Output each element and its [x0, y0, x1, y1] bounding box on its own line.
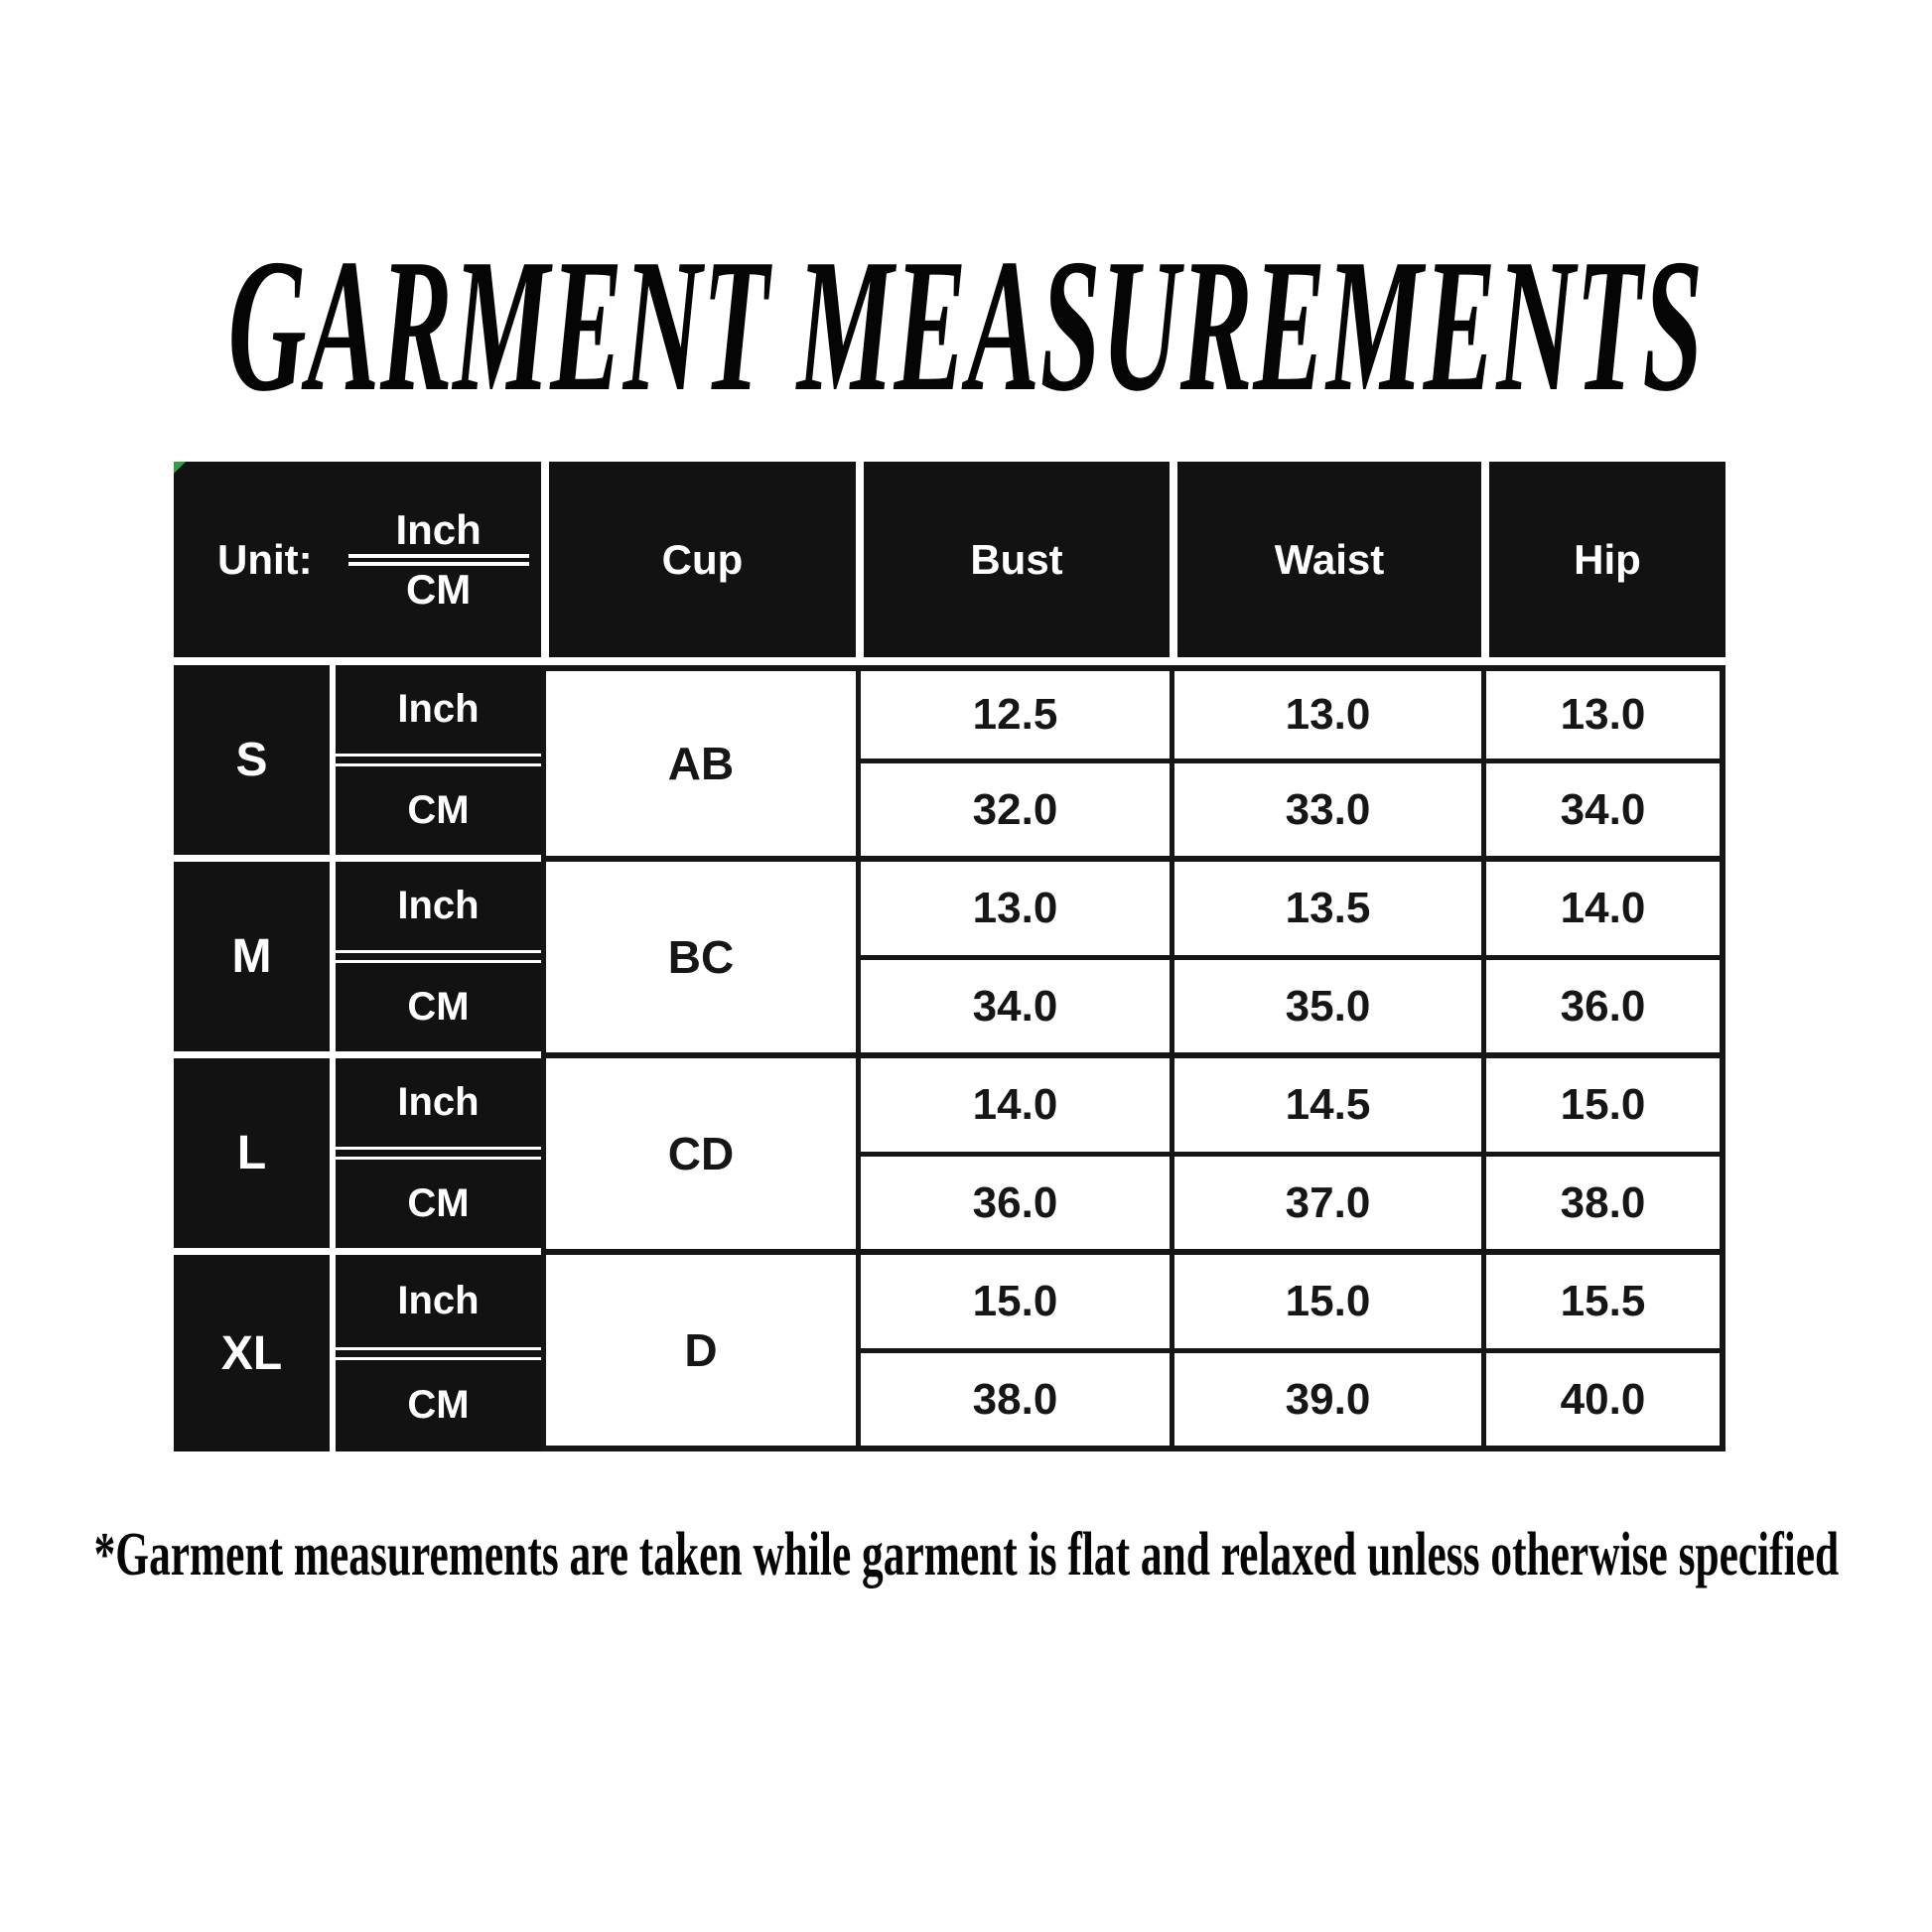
value-m-inch-bust: 13.0: [856, 862, 1170, 960]
size-cell-m: M: [174, 862, 336, 1058]
value-s-inch-waist: 13.0: [1170, 665, 1481, 763]
value-s-inch-hip: 13.0: [1481, 665, 1725, 763]
value-xl-cm-bust: 38.0: [856, 1353, 1170, 1451]
footnote: *Garment measurements are taken while ga…: [93, 1521, 1839, 1588]
value-m-inch-hip: 14.0: [1481, 862, 1725, 960]
unit-cells-s: Inch CM: [336, 665, 541, 862]
page-title: GARMENT MEASUREMENTS: [227, 219, 1705, 431]
header-cell-unit: Unit: Inch CM: [174, 462, 541, 665]
unit-fraction: Inch CM: [347, 505, 529, 614]
unit-fraction-cm: CM: [405, 565, 472, 613]
cup-cell-xl: D: [541, 1255, 856, 1451]
value-l-cm-bust: 36.0: [856, 1157, 1170, 1255]
size-cell-s: S: [174, 665, 336, 862]
value-l-inch-hip: 15.0: [1481, 1058, 1725, 1157]
size-chart-table: Unit: Inch CM Cup Bust Waist Hip S Inch …: [174, 462, 1725, 1451]
cup-cell-m: BC: [541, 862, 856, 1058]
value-xl-inch-bust: 15.0: [856, 1255, 1170, 1353]
value-m-cm-hip: 36.0: [1481, 960, 1725, 1058]
value-s-inch-bust: 12.5: [856, 665, 1170, 763]
value-s-cm-bust: 32.0: [856, 763, 1170, 862]
value-m-cm-bust: 34.0: [856, 960, 1170, 1058]
unit-divider: [336, 1147, 541, 1160]
unit-inch-label: Inch: [397, 1278, 480, 1322]
unit-label: Unit:: [217, 535, 313, 583]
value-xl-inch-waist: 15.0: [1170, 1255, 1481, 1353]
fraction-divider: [347, 553, 529, 566]
value-s-cm-waist: 33.0: [1170, 763, 1481, 862]
value-l-inch-bust: 14.0: [856, 1058, 1170, 1157]
value-s-cm-hip: 34.0: [1481, 763, 1725, 862]
cup-cell-s: AB: [541, 665, 856, 862]
unit-inch-label: Inch: [397, 884, 480, 927]
footnote-row: *Garment measurements are taken while ga…: [0, 1521, 1932, 1588]
size-cell-xl: XL: [174, 1255, 336, 1451]
unit-cm-label: CM: [407, 985, 470, 1029]
value-l-cm-hip: 38.0: [1481, 1157, 1725, 1255]
value-m-cm-waist: 35.0: [1170, 960, 1481, 1058]
unit-fraction-inch: Inch: [395, 505, 482, 553]
unit-inch-label: Inch: [397, 1080, 480, 1124]
unit-cm-label: CM: [407, 788, 470, 832]
unit-cm-label: CM: [407, 1383, 470, 1428]
green-corner-marker: [174, 462, 186, 474]
unit-cells-m: Inch CM: [336, 862, 541, 1058]
unit-divider: [336, 754, 541, 766]
cup-cell-l: CD: [541, 1058, 856, 1255]
unit-cells-xl: Inch CM: [336, 1255, 541, 1451]
unit-cm-label: CM: [407, 1181, 470, 1225]
unit-inch-label: Inch: [397, 687, 480, 731]
value-m-inch-waist: 13.5: [1170, 862, 1481, 960]
title-row: GARMENT MEASUREMENTS: [0, 230, 1932, 421]
size-cell-l: L: [174, 1058, 336, 1255]
header-cell-waist: Waist: [1170, 462, 1481, 665]
value-xl-cm-hip: 40.0: [1481, 1353, 1725, 1451]
value-xl-cm-waist: 39.0: [1170, 1353, 1481, 1451]
value-xl-inch-hip: 15.5: [1481, 1255, 1725, 1353]
header-cell-cup: Cup: [541, 462, 856, 665]
value-l-inch-waist: 14.5: [1170, 1058, 1481, 1157]
unit-cells-l: Inch CM: [336, 1058, 541, 1255]
unit-divider: [336, 950, 541, 963]
value-l-cm-waist: 37.0: [1170, 1157, 1481, 1255]
header-cell-bust: Bust: [856, 462, 1170, 665]
unit-divider: [336, 1346, 541, 1360]
header-cell-hip: Hip: [1481, 462, 1725, 665]
